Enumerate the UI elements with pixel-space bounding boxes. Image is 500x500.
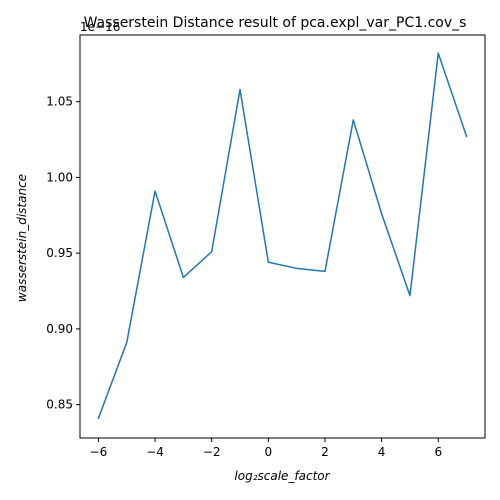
- y-tick-label: 1.00: [46, 170, 73, 184]
- chart-title: Wasserstein Distance result of pca.expl_…: [84, 15, 467, 31]
- x-tick-label: 0: [265, 445, 273, 459]
- y-tick-label: 0.90: [46, 322, 73, 336]
- series-line: [97, 52, 468, 420]
- y-tick-label: 0.85: [46, 398, 73, 412]
- y-offset-label: 1e−16: [80, 20, 120, 34]
- y-tick-label: 0.95: [46, 246, 73, 260]
- x-tick-label: 4: [378, 445, 386, 459]
- plot-frame: [79, 34, 486, 439]
- plot-area: −6 −4 −2 0 2 4 6 0.85 0.90 0.95 1.00 1.05: [46, 34, 486, 459]
- x-axis-label: log₂scale_factor: [234, 469, 330, 483]
- x-tick-label: 2: [321, 445, 329, 459]
- x-tick-label: −6: [90, 445, 108, 459]
- y-axis-label: wasserstein_distance: [15, 174, 29, 302]
- x-tick-label: −2: [203, 445, 221, 459]
- x-tick-label: −4: [146, 445, 164, 459]
- y-tick-label: 1.05: [46, 95, 73, 109]
- x-tick-label: 6: [434, 445, 442, 459]
